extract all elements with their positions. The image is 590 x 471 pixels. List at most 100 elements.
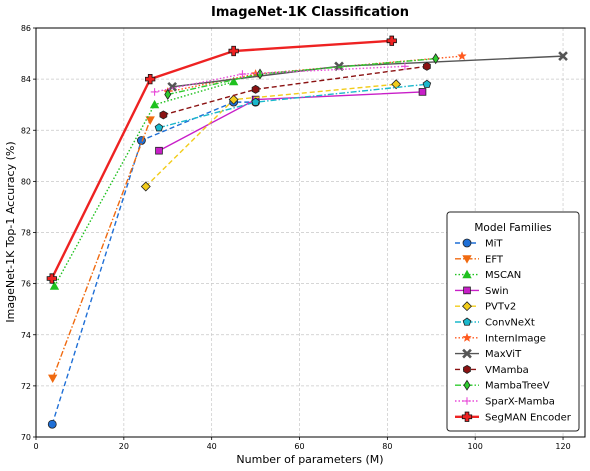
legend-item-mit: MiT bbox=[455, 239, 503, 250]
y-tick-label: 86 bbox=[21, 24, 31, 33]
legend-label-mit: MiT bbox=[485, 239, 503, 250]
legend-marker-swin bbox=[463, 286, 471, 295]
ticks: 0 20 40 60 80 100 120 70 72 74 76 78 80 82 84 86 bbox=[21, 24, 571, 451]
y-tick-label: 82 bbox=[21, 126, 31, 135]
legend-item-pvtv2: PVTv2 bbox=[455, 301, 516, 313]
legend-label-vmamba: VMamba bbox=[485, 365, 529, 376]
legend-item-segman-encoder: SegMAN Encoder bbox=[455, 411, 572, 423]
legend-marker-maxvit bbox=[462, 348, 472, 359]
data-point-maxvit bbox=[558, 51, 568, 61]
data-point-segman-encoder bbox=[46, 273, 57, 284]
y-tick-label: 70 bbox=[21, 433, 31, 442]
legend-item-sparx-mamba: SparX-Mamba bbox=[455, 397, 555, 408]
series-maxvit bbox=[167, 51, 568, 92]
x-tick-label: 120 bbox=[555, 442, 570, 451]
x-tick-label: 20 bbox=[119, 442, 129, 451]
legend-label-swin: Swin bbox=[485, 286, 509, 297]
legend-marker-convnext bbox=[462, 317, 472, 326]
legend-label-eft: EFT bbox=[485, 254, 504, 265]
legend-item-mambatreev: MambaTreeV bbox=[455, 379, 550, 392]
data-point-mscan bbox=[49, 281, 60, 290]
legend-label-convnext: ConvNeXt bbox=[485, 318, 535, 329]
series-layer bbox=[46, 35, 568, 429]
series-line-swin bbox=[158, 91, 423, 152]
y-axis-label: ImageNet-1K Top-1 Accuracy (%) bbox=[4, 141, 17, 322]
y-tick-label: 76 bbox=[21, 280, 31, 289]
legend-marker-mscan bbox=[462, 269, 472, 279]
legend-marker-segman-encoder bbox=[461, 411, 473, 422]
data-point-segman-encoder bbox=[228, 45, 239, 57]
legend-label-internimage: InternImage bbox=[485, 333, 546, 344]
legend-label-pvtv2: PVTv2 bbox=[485, 302, 516, 313]
legend-frame bbox=[446, 211, 580, 432]
data-point-mscan bbox=[228, 76, 239, 86]
data-point-convnext bbox=[422, 79, 432, 88]
data-point-mscan bbox=[149, 99, 160, 109]
series-line-pvtv2 bbox=[145, 83, 397, 187]
data-point-mambatreev bbox=[432, 53, 440, 65]
legend-marker-vmamba bbox=[463, 364, 471, 374]
series-segman-encoder bbox=[46, 35, 397, 284]
data-point-segman-encoder bbox=[145, 74, 156, 85]
legend-marker-internimage bbox=[462, 332, 472, 342]
legend-label-mambatreev: MambaTreeV bbox=[485, 381, 550, 392]
legend-label-segman-encoder: SegMAN Encoder bbox=[485, 412, 572, 423]
data-point-pvtv2 bbox=[140, 181, 151, 192]
data-point-convnext bbox=[154, 123, 164, 132]
series-line-mit bbox=[51, 101, 256, 425]
legend-item-mscan: MSCAN bbox=[455, 269, 521, 281]
legend-marker-eft bbox=[462, 255, 472, 264]
series-mit bbox=[47, 97, 261, 429]
x-tick-label: 40 bbox=[207, 442, 217, 451]
series-pvtv2 bbox=[140, 79, 402, 192]
data-point-maxvit bbox=[334, 61, 344, 72]
data-point-sparx-mamba bbox=[238, 70, 247, 78]
series-line-convnext bbox=[158, 83, 427, 129]
x-tick-label: 60 bbox=[294, 442, 304, 451]
legend-marker-mambatreev bbox=[463, 379, 471, 391]
series-sparx-mamba bbox=[150, 62, 409, 96]
series-line-internimage bbox=[167, 55, 463, 93]
y-tick-label: 84 bbox=[21, 75, 31, 84]
data-point-mit bbox=[47, 419, 57, 429]
legend-marker-sparx-mamba bbox=[463, 397, 471, 405]
legend-marker-mit bbox=[462, 238, 472, 248]
data-point-mambatreev bbox=[164, 88, 172, 101]
y-tick-label: 74 bbox=[21, 331, 31, 340]
y-tick-label: 72 bbox=[21, 382, 31, 391]
data-point-sparx-mamba bbox=[150, 88, 159, 96]
series-eft bbox=[48, 116, 155, 384]
data-point-internimage bbox=[457, 50, 467, 61]
y-tick-label: 80 bbox=[21, 177, 31, 186]
legend-item-convnext: ConvNeXt bbox=[455, 318, 535, 329]
legend-item-maxvit: MaxViT bbox=[455, 348, 522, 360]
legend-label-sparx-mamba: SparX-Mamba bbox=[485, 397, 555, 408]
data-point-eft bbox=[48, 374, 58, 384]
series-mscan bbox=[49, 76, 239, 290]
legend-item-vmamba: VMamba bbox=[455, 365, 529, 376]
legend-marker-pvtv2 bbox=[462, 301, 472, 312]
data-point-convnext bbox=[251, 97, 260, 106]
data-point-vmamba bbox=[251, 84, 260, 94]
y-tick-label: 78 bbox=[21, 229, 31, 238]
series-line-vmamba bbox=[163, 65, 427, 116]
legend-label-mscan: MSCAN bbox=[485, 270, 521, 281]
data-point-swin bbox=[418, 88, 427, 96]
series-convnext bbox=[154, 79, 432, 132]
data-point-eft bbox=[145, 116, 155, 125]
data-point-swin bbox=[155, 146, 163, 155]
x-tick-label: 80 bbox=[382, 442, 392, 451]
data-point-vmamba bbox=[423, 61, 431, 71]
legend-title: Model Families bbox=[474, 222, 551, 234]
data-point-segman-encoder bbox=[386, 35, 397, 46]
x-tick-label: 100 bbox=[468, 442, 483, 451]
series-vmamba bbox=[159, 61, 431, 120]
series-line-segman-encoder bbox=[50, 39, 392, 280]
data-point-sparx-mamba bbox=[401, 62, 409, 71]
legend-label-maxvit: MaxViT bbox=[485, 349, 522, 360]
legend-item-internimage: InternImage bbox=[455, 332, 546, 344]
legend-item-eft: EFT bbox=[455, 254, 504, 265]
legend-item-swin: Swin bbox=[455, 286, 509, 297]
legend: Model Families MiT EFT MSCAN Swin PVTv2 ConvN… bbox=[446, 211, 580, 432]
